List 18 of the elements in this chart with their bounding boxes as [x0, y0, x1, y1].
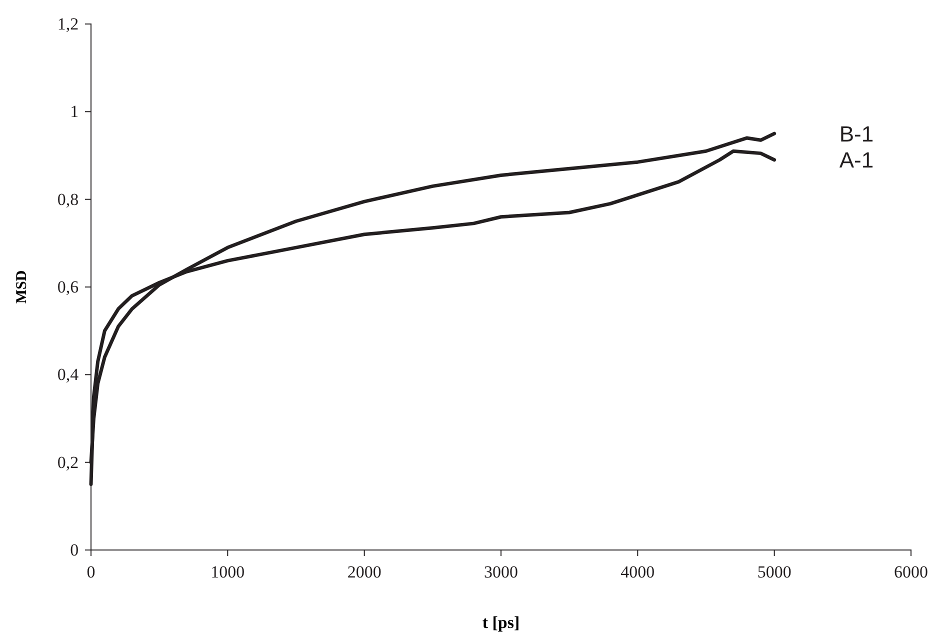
y-tick-label: 0,8	[57, 190, 79, 209]
y-tick-label: 1	[70, 102, 79, 122]
y-axis-title: MSD	[14, 270, 30, 304]
x-tick-label: 2000	[347, 562, 382, 582]
x-tick-label: 6000	[894, 562, 928, 582]
y-tick-label: 0,6	[57, 277, 79, 296]
x-tick-label: 3000	[484, 562, 518, 582]
x-tick-label: 0	[86, 562, 96, 582]
y-tick-label: 1,2	[57, 14, 79, 34]
text: A-1	[839, 148, 874, 173]
x-tick-label: 5000	[757, 562, 792, 582]
y-tick-label: 0,4	[57, 365, 80, 384]
text: B-1	[839, 121, 874, 146]
y-tick-label: 0	[70, 540, 79, 560]
x-axis-title: t [ps]	[482, 613, 520, 632]
x-tick-label: 1000	[210, 562, 245, 582]
y-tick-label: 0,2	[57, 452, 79, 472]
x-tick-label: 4000	[620, 562, 655, 582]
